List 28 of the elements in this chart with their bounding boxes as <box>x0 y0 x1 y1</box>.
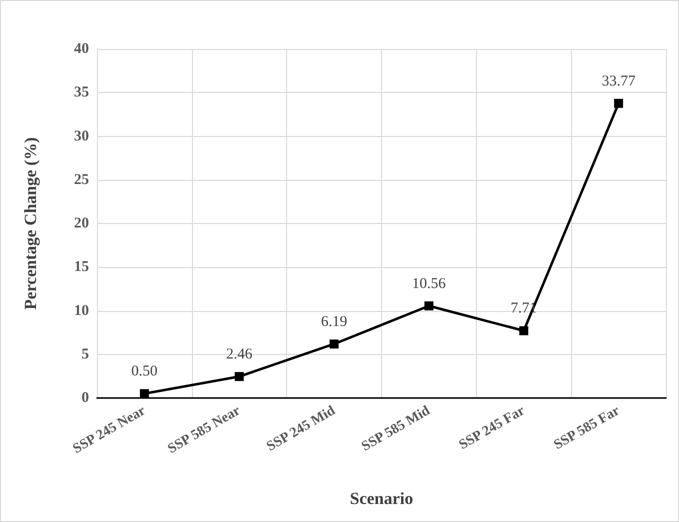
y-tick-label: 40 <box>74 41 89 57</box>
x-tick-label: SSP 585 Near <box>166 404 243 457</box>
y-tick-label: 5 <box>82 346 89 362</box>
x-tick-label: SSP 245 Far <box>456 404 528 454</box>
y-axis-title: Percentage Change (%) <box>21 137 40 310</box>
data-label: 33.77 <box>602 73 636 90</box>
point <box>519 326 528 336</box>
y-tick-label: 20 <box>74 216 89 232</box>
data-label: 6.19 <box>320 314 348 330</box>
y-tick-label: 10 <box>74 302 89 319</box>
y-tick-label: 0 <box>82 390 89 406</box>
data-label: 10.56 <box>412 276 446 292</box>
x-tick-label: SSP 585 Far <box>552 404 622 454</box>
y-tick-label: 25 <box>74 172 89 188</box>
x-tick-label: SSP 245 Mid <box>264 403 338 455</box>
y-tick-label: 30 <box>74 128 89 144</box>
y-tick-label: 35 <box>74 84 89 101</box>
data-label: 0.50 <box>131 364 158 380</box>
data-label: 2.46 <box>226 346 253 363</box>
point <box>614 98 624 108</box>
x-tick-label: SSP 585 Mid <box>359 403 433 455</box>
x-axis-title: Scenario <box>350 489 414 508</box>
x-tick-label: SSP 245 Near <box>70 404 148 457</box>
y-tick-label: 15 <box>74 259 89 276</box>
point <box>140 389 149 398</box>
point <box>424 301 434 310</box>
point <box>234 372 244 382</box>
point <box>330 339 339 348</box>
